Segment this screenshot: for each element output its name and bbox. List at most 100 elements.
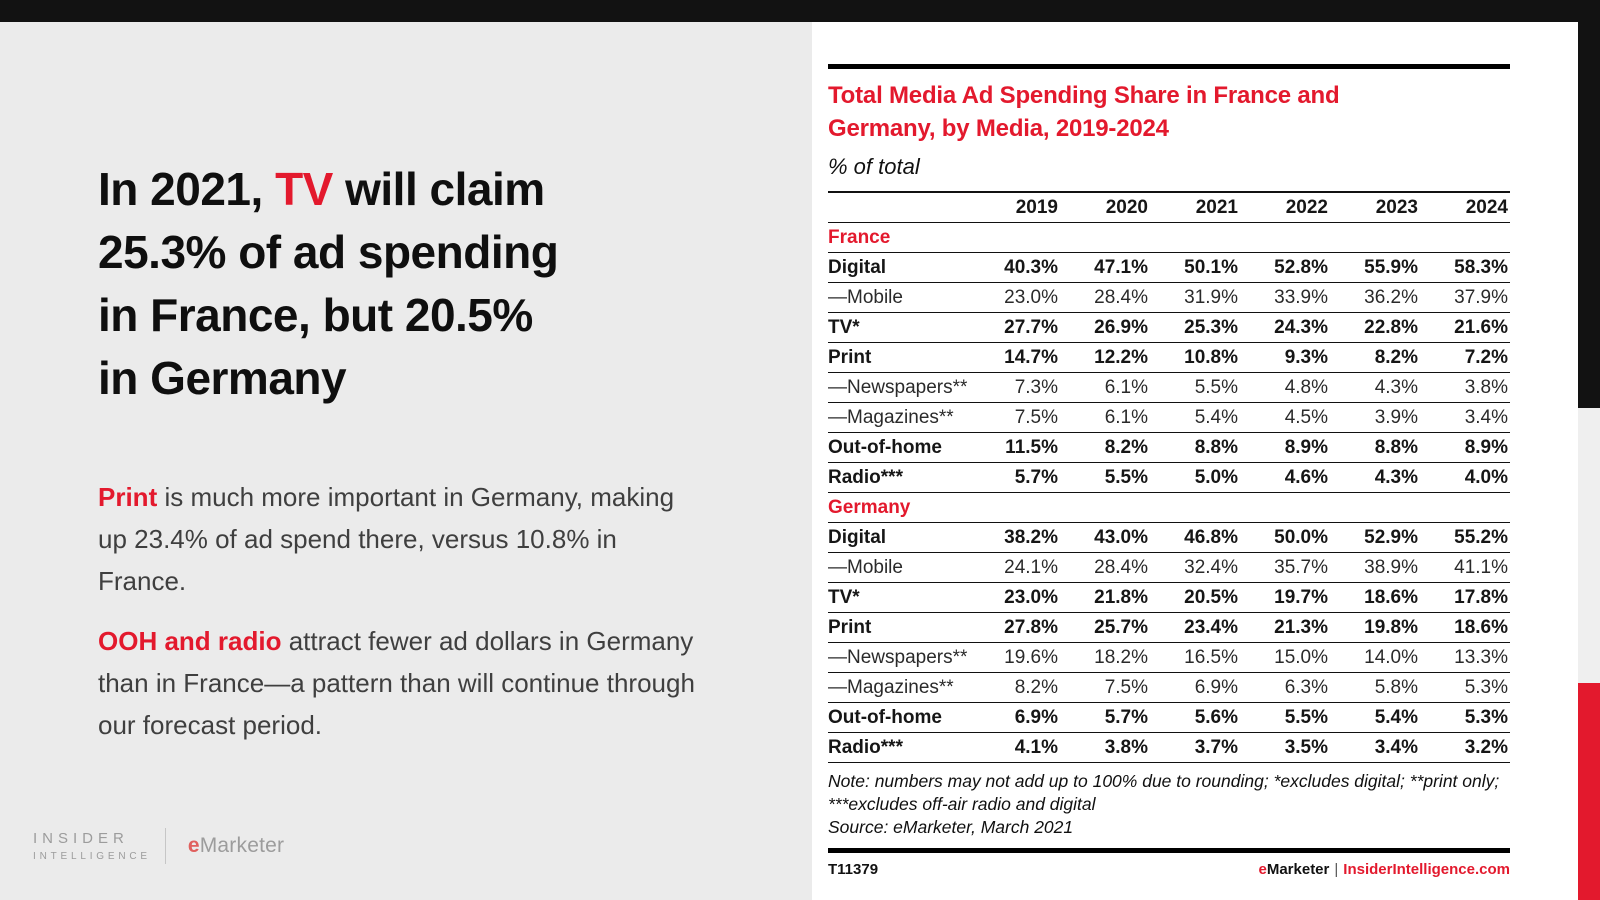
share-value-cell: 24.1%: [1004, 557, 1058, 578]
paragraph-lead: OOH and radio: [98, 626, 282, 656]
share-value-cell: 6.1%: [1104, 377, 1148, 398]
share-value-cell: 4.5%: [1284, 407, 1328, 428]
share-value-cell: 3.8%: [1464, 377, 1508, 398]
share-value-cell: 12.2%: [1094, 347, 1148, 368]
share-value-cell: 8.9%: [1284, 437, 1328, 458]
share-value-cell: 7.5%: [1014, 407, 1058, 428]
share-value-cell: 17.8%: [1454, 587, 1508, 608]
share-value-cell: 41.1%: [1454, 557, 1508, 578]
paragraph-body: is much more important in Germany, makin…: [98, 482, 675, 596]
share-value-cell: 23.4%: [1184, 617, 1238, 638]
paragraph-body: attract fewer ad dollars in Germany than…: [98, 626, 695, 740]
year-column-header: 2019: [1015, 197, 1058, 218]
share-value-cell: 6.3%: [1284, 677, 1328, 698]
share-value-cell: 5.7%: [1014, 467, 1058, 488]
table-row: Radio*** 5.7% 5.5% 5.0% 4.6% 4.3% 4.0%: [828, 462, 1510, 493]
paragraph-ooh-radio: OOH and radio attract fewer ad dollars i…: [98, 620, 698, 746]
table-row: Radio*** 4.1% 3.8% 3.7% 3.5% 3.4% 3.2%: [828, 732, 1510, 763]
share-value-cell: 6.1%: [1104, 407, 1148, 428]
share-value-cell: 43.0%: [1094, 527, 1148, 548]
headline-line2: 25.3% of ad spending: [98, 226, 559, 278]
intelligence-label: INTELLIGENCE: [33, 851, 151, 862]
media-row-label: —Newspapers**: [828, 377, 968, 398]
share-value-cell: 27.8%: [1004, 617, 1058, 638]
paragraph-print: Print is much more important in Germany,…: [98, 476, 698, 602]
share-value-cell: 8.8%: [1374, 437, 1418, 458]
share-value-cell: 10.8%: [1184, 347, 1238, 368]
share-value-cell: 16.5%: [1184, 647, 1238, 668]
table-row: —Newspapers** 7.3% 6.1% 5.5% 4.8% 4.3% 3.8%: [828, 372, 1510, 403]
country-section-row: France: [828, 222, 1510, 253]
share-value-cell: 18.2%: [1094, 647, 1148, 668]
share-value-cell: 18.6%: [1454, 617, 1508, 638]
left-summary-panel: [0, 22, 812, 900]
share-value-cell: 8.8%: [1194, 437, 1238, 458]
right-edge-strip-gray: [1578, 408, 1600, 683]
share-value-cell: 9.3%: [1284, 347, 1328, 368]
share-value-cell: 7.5%: [1104, 677, 1148, 698]
share-value-cell: 28.4%: [1094, 287, 1148, 308]
source-text: Source: eMarketer, March 2021: [828, 817, 1074, 837]
share-value-cell: 21.6%: [1454, 317, 1508, 338]
share-value-cell: 5.5%: [1104, 467, 1148, 488]
share-value-cell: 8.2%: [1104, 437, 1148, 458]
share-value-cell: 7.3%: [1014, 377, 1058, 398]
share-value-cell: 11.5%: [1005, 437, 1058, 458]
share-value-cell: 15.0%: [1274, 647, 1328, 668]
share-value-cell: 38.2%: [1004, 527, 1058, 548]
card-footer: T11379 eMarketer | InsiderIntelligence.com: [828, 861, 1510, 878]
insider-label: INSIDER: [33, 830, 129, 847]
share-value-cell: 8.2%: [1014, 677, 1058, 698]
emarketer-rest: Marketer: [199, 834, 285, 857]
card-top-rule: [828, 64, 1510, 69]
year-column-header: 2024: [1465, 197, 1508, 218]
table-row: Out-of-home 6.9% 5.7% 5.6% 5.5% 5.4% 5.3%: [828, 702, 1510, 733]
table-row: Print 14.7% 12.2% 10.8% 9.3% 8.2% 7.2%: [828, 342, 1510, 373]
table-row: TV* 23.0% 21.8% 20.5% 19.7% 18.6% 17.8%: [828, 582, 1510, 613]
right-edge-strip-black: [1578, 0, 1600, 408]
media-row-label: Radio***: [828, 737, 903, 758]
share-value-cell: 31.9%: [1184, 287, 1238, 308]
table-row: Out-of-home 11.5% 8.2% 8.8% 8.9% 8.8% 8.9%: [828, 432, 1510, 463]
share-value-cell: 5.6%: [1194, 707, 1238, 728]
table-row: Digital 38.2% 43.0% 46.8% 50.0% 52.9% 55.2%: [828, 522, 1510, 553]
right-edge-strip-red: [1578, 683, 1600, 900]
footer-site-link[interactable]: InsiderIntelligence.com: [1343, 861, 1510, 878]
share-value-cell: 28.4%: [1094, 557, 1148, 578]
share-value-cell: 4.3%: [1374, 377, 1418, 398]
share-value-cell: 52.8%: [1274, 257, 1328, 278]
share-value-cell: 3.4%: [1464, 407, 1508, 428]
share-value-cell: 5.8%: [1374, 677, 1418, 698]
share-value-cell: 50.1%: [1184, 257, 1238, 278]
footer-emarketer-rest: Marketer: [1266, 861, 1330, 878]
share-value-cell: 26.9%: [1094, 317, 1148, 338]
headline-line4: in Germany: [98, 352, 347, 404]
share-value-cell: 22.8%: [1364, 317, 1418, 338]
share-value-cell: 23.0%: [1004, 287, 1058, 308]
share-value-cell: 19.7%: [1274, 587, 1328, 608]
headline-text: In 2021,: [98, 163, 276, 215]
share-value-cell: 5.4%: [1374, 707, 1418, 728]
share-value-cell: 4.3%: [1374, 467, 1418, 488]
note-text: Note: numbers may not add up to 100% due…: [828, 771, 1500, 814]
share-value-cell: 55.9%: [1364, 257, 1418, 278]
chart-id: T11379: [828, 861, 879, 878]
emarketer-e: e: [187, 834, 200, 857]
media-row-label: Print: [828, 617, 872, 638]
share-value-cell: 35.7%: [1274, 557, 1328, 578]
share-value-cell: 3.4%: [1374, 737, 1418, 758]
headline-highlight: TV: [275, 163, 333, 215]
media-row-label: TV*: [828, 587, 860, 608]
share-value-cell: 8.2%: [1374, 347, 1418, 368]
media-share-table: 2019 2020 2021 2022 2023 2024 France Digital 40…: [828, 191, 1510, 763]
table-row: —Mobile 23.0% 28.4% 31.9% 33.9% 36.2% 37.9%: [828, 282, 1510, 313]
share-value-cell: 50.0%: [1274, 527, 1328, 548]
media-row-label: Print: [828, 347, 872, 368]
share-value-cell: 3.2%: [1464, 737, 1508, 758]
emarketer-wordmark: eMarketer: [188, 834, 284, 858]
media-row-label: Digital: [828, 527, 887, 548]
table-row: —Mobile 24.1% 28.4% 32.4% 35.7% 38.9% 41.1%: [828, 552, 1510, 583]
media-row-label: —Newspapers**: [828, 647, 968, 668]
share-value-cell: 13.3%: [1454, 647, 1508, 668]
media-row-label: TV*: [828, 317, 860, 338]
